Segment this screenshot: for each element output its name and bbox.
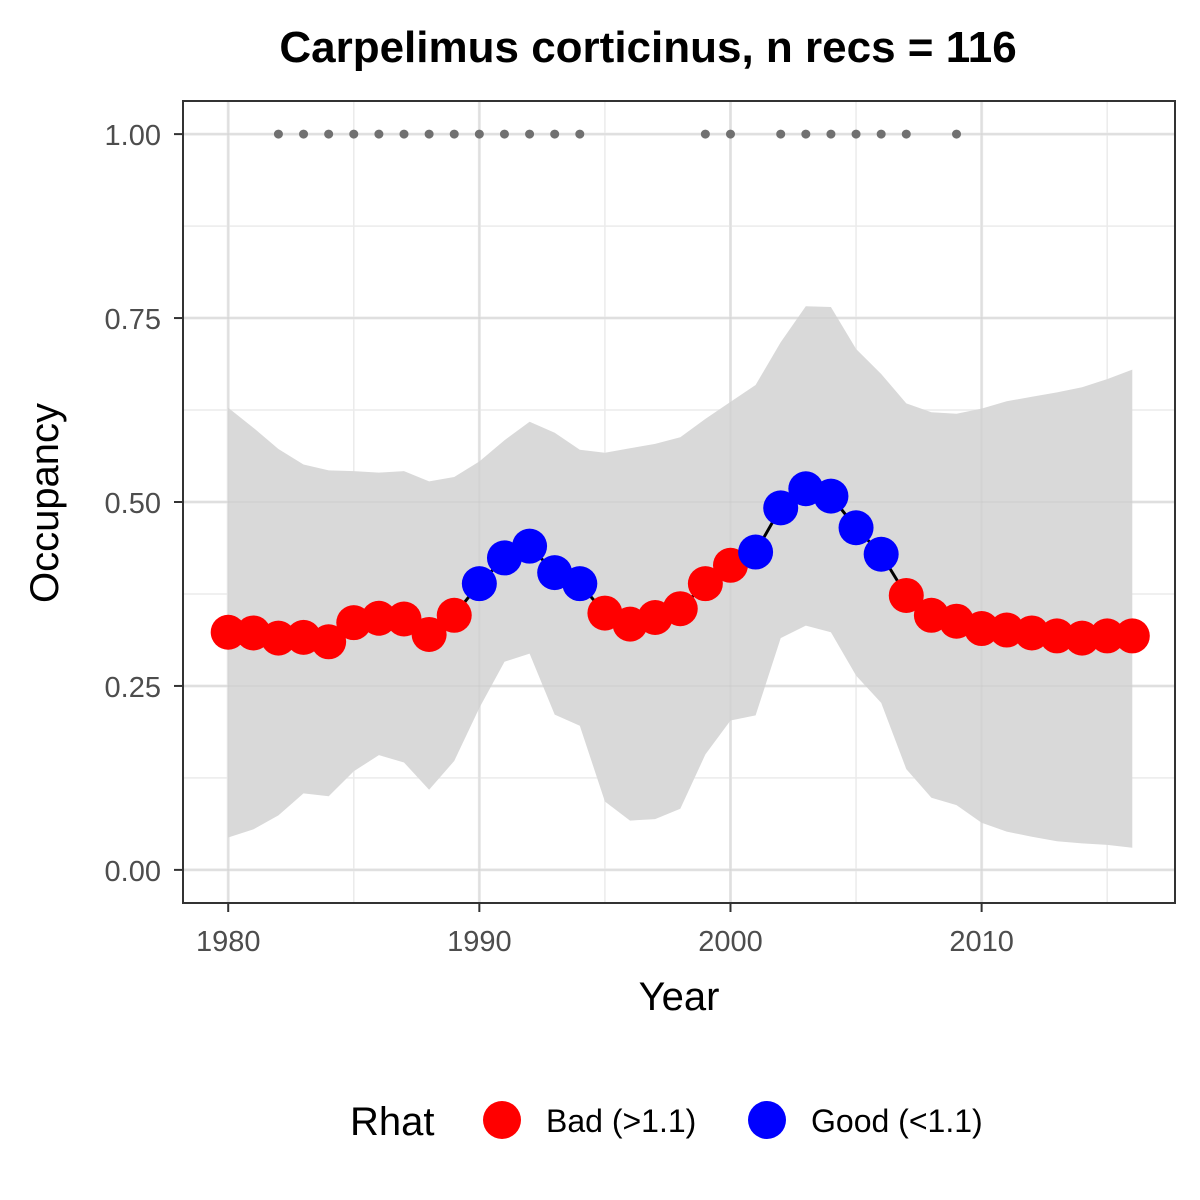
record-dot-1994 xyxy=(575,130,584,139)
legend-key-bad xyxy=(483,1101,521,1139)
record-dot-1989 xyxy=(450,130,459,139)
record-dot-1987 xyxy=(400,130,409,139)
data-point-1990-good xyxy=(462,566,497,601)
y-tick-label: 0.00 xyxy=(105,856,161,888)
record-dot-1999 xyxy=(701,130,710,139)
x-tick-label: 1980 xyxy=(196,926,261,958)
y-tick-label: 1.00 xyxy=(105,120,161,152)
record-dot-1986 xyxy=(374,130,383,139)
record-dot-2005 xyxy=(852,130,861,139)
record-dot-1984 xyxy=(324,130,333,139)
data-point-2001-good xyxy=(738,535,773,570)
y-tick-label: 0.75 xyxy=(105,304,161,336)
chart-title: Carpelimus corticinus, n recs = 116 xyxy=(279,23,1016,72)
record-dot-1983 xyxy=(299,130,308,139)
record-dot-2000 xyxy=(726,130,735,139)
record-dot-1990 xyxy=(475,130,484,139)
record-dot-2004 xyxy=(826,130,835,139)
legend-key-good xyxy=(748,1101,786,1139)
x-axis-title: Year xyxy=(639,975,720,1019)
record-dot-2007 xyxy=(902,130,911,139)
y-tick-label: 0.50 xyxy=(105,488,161,520)
record-dot-1992 xyxy=(525,130,534,139)
x-tick-label: 2000 xyxy=(698,926,763,958)
x-tick-label: 2010 xyxy=(949,926,1014,958)
data-point-1989-bad xyxy=(437,598,472,633)
y-tick-label: 0.25 xyxy=(105,672,161,704)
legend-label-good: Good (<1.1) xyxy=(811,1103,983,1139)
data-point-1994-good xyxy=(562,566,597,601)
data-point-2016-bad xyxy=(1115,618,1150,653)
record-dot-1985 xyxy=(349,130,358,139)
data-point-2004-good xyxy=(813,479,848,514)
y-axis-title: Occupancy xyxy=(23,403,67,603)
x-tick-label: 1990 xyxy=(447,926,512,958)
record-dot-2002 xyxy=(776,130,785,139)
data-point-1992-good xyxy=(512,529,547,564)
data-point-2006-good xyxy=(864,537,899,572)
record-dot-2003 xyxy=(801,130,810,139)
legend-title: Rhat xyxy=(350,1100,435,1144)
legend-label-bad: Bad (>1.1) xyxy=(546,1103,696,1139)
record-dot-2009 xyxy=(952,130,961,139)
record-dot-2006 xyxy=(877,130,886,139)
data-point-1998-bad xyxy=(663,591,698,626)
record-dot-1991 xyxy=(500,130,509,139)
record-dot-1988 xyxy=(425,130,434,139)
record-dot-1993 xyxy=(550,130,559,139)
record-dot-1982 xyxy=(274,130,283,139)
data-point-2005-good xyxy=(839,510,874,545)
